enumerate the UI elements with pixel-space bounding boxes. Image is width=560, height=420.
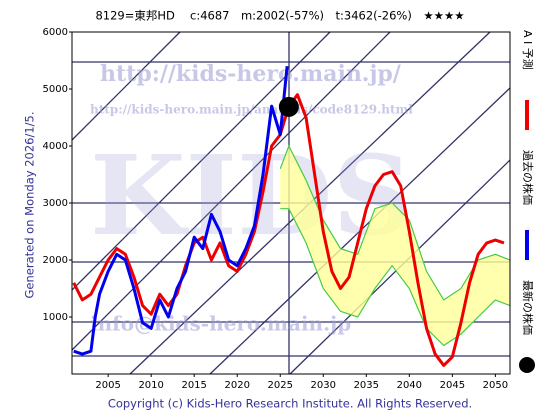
diag-line — [71, 31, 181, 141]
legend-swatch — [519, 357, 535, 373]
y-tick-label: 3000 — [43, 198, 68, 209]
legend-label: 過去の株価 — [521, 150, 535, 205]
x-tick-label: 2010 — [138, 380, 163, 391]
x-tick-label: 2030 — [311, 380, 336, 391]
y-tick-label: 2000 — [43, 255, 68, 266]
legend-label: A I 予測 — [521, 30, 535, 70]
diag-line — [71, 31, 391, 351]
x-tick-label: 2005 — [95, 380, 120, 391]
x-tick-label: 2050 — [483, 380, 508, 391]
side-note: Generated on Monday 2026/1/5. — [23, 111, 37, 298]
watermark: http://kids-hero.main.jp/ — [100, 61, 402, 87]
latest-point — [278, 96, 299, 117]
plot — [72, 66, 511, 367]
x-tick-label: 2040 — [397, 380, 422, 391]
y-tick-label: 5000 — [43, 84, 68, 95]
forecast-band — [280, 146, 510, 346]
y-tick-label: 1000 — [43, 312, 68, 323]
y-tick-label: 4000 — [43, 141, 68, 152]
watermark: info@kids-hero.main.jp — [90, 312, 351, 336]
watermark: http://kids-hero.main.jp/analysis/code81… — [90, 103, 413, 117]
chart-title: 8129=東邦HD c:4687 m:2002(-57%) t:3462(-26… — [95, 9, 464, 23]
x-tick-label: 2020 — [224, 380, 249, 391]
x-tick-label: 2015 — [181, 380, 206, 391]
x-tick-label: 2025 — [268, 380, 293, 391]
footer: Copyright (c) Kids-Hero Research Institu… — [108, 397, 472, 411]
y-tick-label: 6000 — [43, 27, 68, 38]
x-tick-label: 2045 — [440, 380, 465, 391]
band-lower — [280, 208, 511, 347]
x-tick-label: 2035 — [354, 380, 379, 391]
legend-label: 最新の株価 — [521, 280, 535, 335]
series-line — [73, 66, 289, 356]
